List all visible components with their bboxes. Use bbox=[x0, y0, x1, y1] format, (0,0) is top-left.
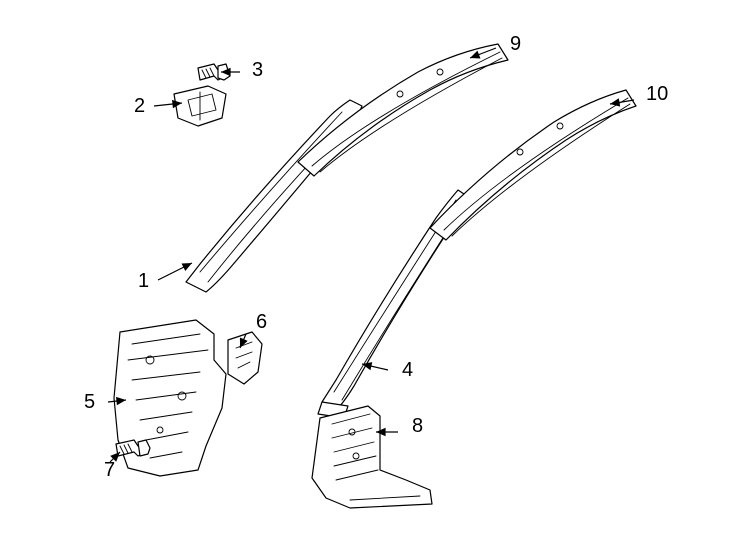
callout-label-7: 7 bbox=[104, 459, 115, 481]
callout-label-10: 10 bbox=[646, 83, 668, 105]
callout-label-1: 1 bbox=[138, 270, 149, 292]
callout-label-8: 8 bbox=[412, 415, 423, 437]
callout-label-5: 5 bbox=[84, 391, 95, 413]
callout-label-3: 3 bbox=[252, 59, 263, 81]
part-10 bbox=[430, 90, 636, 240]
callout-label-6: 6 bbox=[256, 311, 267, 333]
part-9 bbox=[298, 44, 508, 176]
callout-label-2: 2 bbox=[134, 95, 145, 117]
callout-label-4: 4 bbox=[402, 359, 413, 381]
part-2 bbox=[174, 86, 226, 126]
exploded-parts-diagram: 1 2 3 4 5 6 7 8 9 10 bbox=[0, 0, 734, 540]
callout-label-9: 9 bbox=[510, 33, 521, 55]
